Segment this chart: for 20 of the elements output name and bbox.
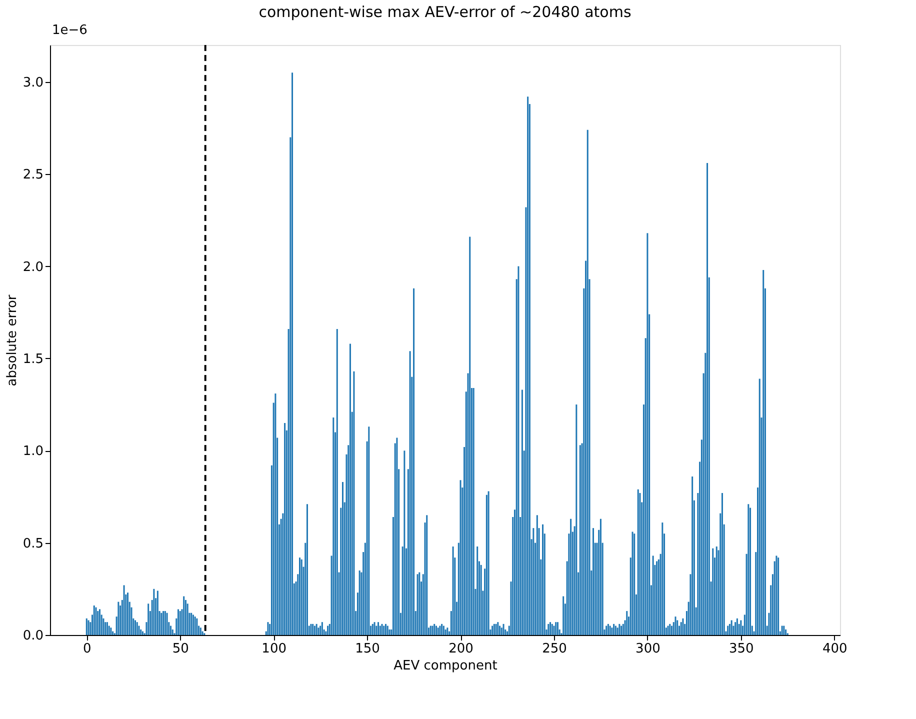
x-tick-label: 100: [262, 642, 286, 656]
text: 1e−6: [52, 23, 88, 38]
x-tick-label: 0: [83, 642, 92, 656]
x-tick-label: 350: [729, 642, 754, 656]
y-tick-label: 1.0: [22, 444, 44, 460]
x-axis-title: AEV component: [394, 658, 498, 674]
y-tick-label: 0.0: [22, 628, 44, 644]
x-tick-label: 250: [542, 642, 567, 656]
y-tick-label: 3.0: [22, 75, 44, 90]
y-tick-label: 0.5: [22, 536, 44, 552]
y-tick-label: 2.5: [22, 168, 44, 183]
y-axis-title: absolute error: [4, 294, 20, 386]
chart-title: component-wise max AEV-error of ~20480 atoms: [258, 3, 632, 21]
x-tick-label: 150: [355, 642, 380, 656]
x-tick-label: 50: [172, 642, 189, 656]
y-tick-label: 1.5: [22, 352, 44, 367]
x-tick-label: 300: [636, 642, 660, 656]
x-tick-label: 200: [448, 642, 474, 656]
y-tick-label: 2.0: [22, 260, 44, 275]
x-tick-label: 400: [822, 642, 848, 656]
